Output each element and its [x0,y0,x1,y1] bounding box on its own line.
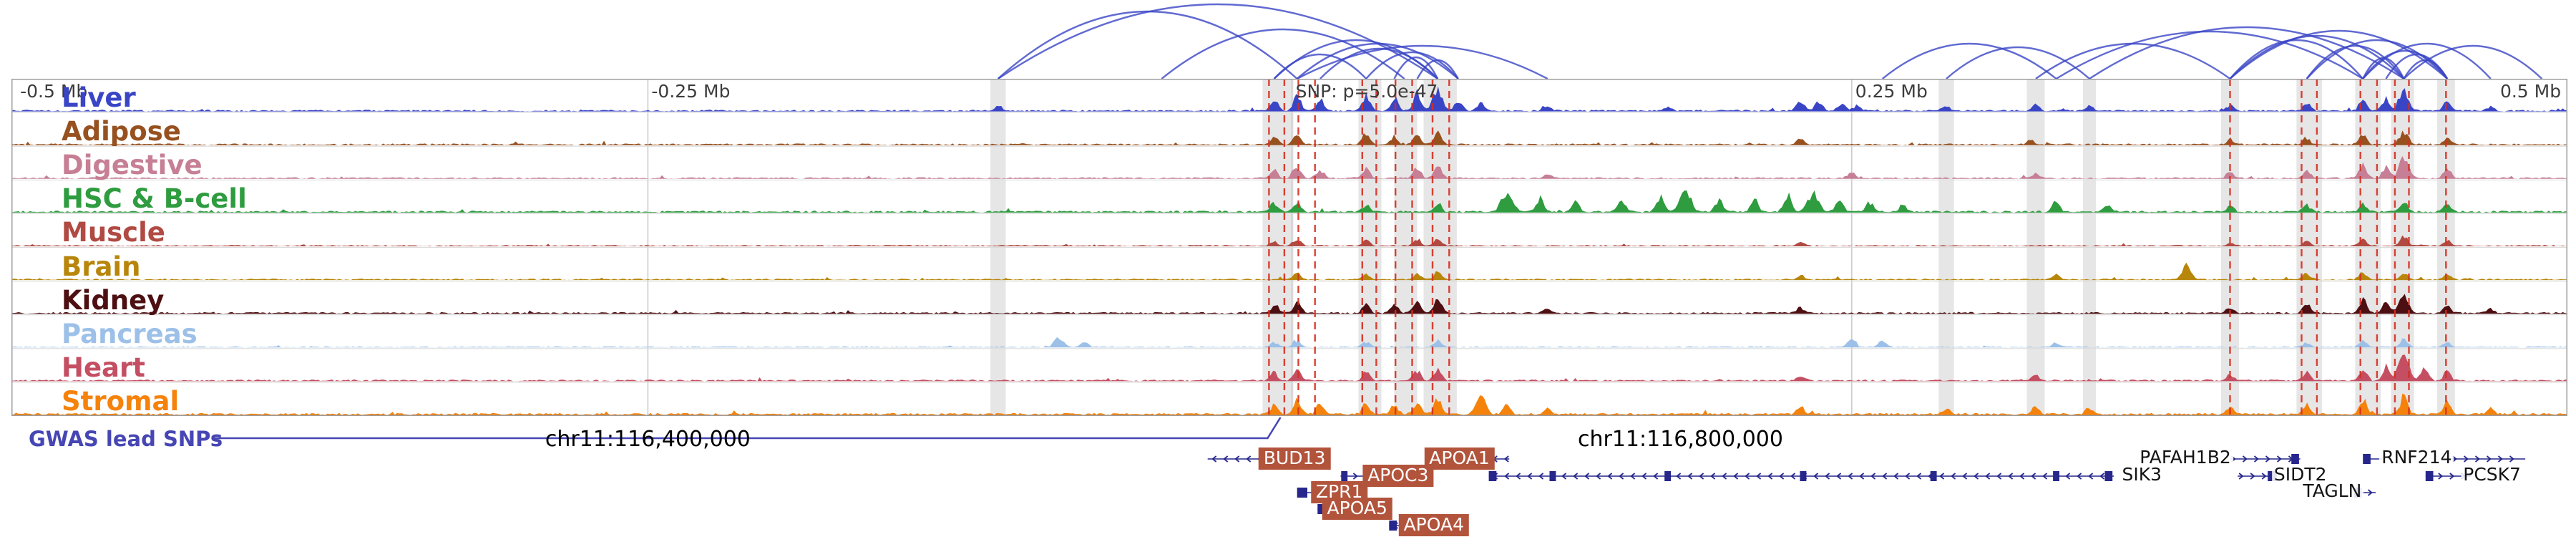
signal-liver [11,86,2567,112]
interaction-arc [2362,42,2492,79]
interaction-arc [2229,29,2448,79]
coordinate-label: chr11:116,400,000 [545,427,751,452]
interaction-arc [2089,26,2405,79]
track-label-adipose: Adipose [62,116,181,147]
interaction-arc [2362,57,2405,79]
signal-stromal [11,393,2567,415]
track-label-digestive: Digestive [62,150,203,181]
gene-label-apoa5: APOA5 [1322,498,1392,520]
signal-muscle [11,235,2567,246]
track-label-heart: Heart [62,352,145,383]
interaction-arc [1296,42,1459,79]
interaction-arc [2306,39,2448,79]
gene-sidt2 [2238,471,2277,481]
coordinate-label: chr11:116,800,000 [1578,427,1783,452]
signal-pancreas [11,337,2567,348]
interaction-arc [1365,51,1459,79]
snp-pvalue-label: SNP: p=5.0e-47 [1295,81,1438,102]
gwas-lead-snps-label: GWAS lead SNPs [29,427,223,451]
gene-pafah1b2 [2230,454,2301,464]
interaction-arc [1297,44,1548,79]
interaction-arc [2362,49,2449,79]
interaction-arc [1161,28,1405,79]
interaction-arc [2306,45,2405,79]
interaction-arc [997,10,1298,79]
signal-kidney [11,294,2567,314]
ruler-tick-0-25-mb: 0.25 Mb [1855,81,1928,102]
track-label-brain: Brain [62,251,141,282]
interaction-arc [1946,46,2090,79]
signal-heart [11,354,2567,382]
gene-label-tagln: TAGLN [2301,480,2364,502]
interaction-arc [2229,34,2405,79]
track-label-hsc-b-cell: HSC & B-cell [62,183,247,215]
track-label-stromal: Stromal [62,385,180,417]
gene-label-pcsk7: PCSK7 [2461,464,2523,485]
interaction-arcs-panel [997,3,2543,79]
interaction-arc [2403,59,2449,79]
gene-label-sik3: SIK3 [2119,464,2165,485]
gene-label-rnf214: RNF214 [2379,447,2454,468]
ruler-tick-0-25-mb: -0.25 Mb [651,81,731,102]
ruler-tick-0-5-mb: -0.5 Mb [20,81,88,102]
signal-track-panel: -0.5 Mb -0.25 Mb SNP: p=5.0e-47 0.25 Mb 0.5 … [11,79,2567,416]
track-label-liver: Liver [62,82,136,113]
signal-tracks-canvas [11,79,2567,416]
interaction-arc [1393,57,1439,79]
gene-label-pafah1b2: PAFAH1B2 [2137,447,2233,468]
signal-digestive [11,155,2567,179]
interaction-arc [1319,47,1439,79]
gwas-pointer-line [215,417,1282,440]
interaction-arc [1273,54,1367,79]
signal-hsc-b-cell [11,190,2567,213]
track-label-pancreas: Pancreas [62,318,197,349]
interaction-arc [2229,39,2364,79]
gene-label-bud13: BUD13 [1258,448,1331,470]
gene-label-apoc3: APOC3 [1362,465,1434,487]
gene-label-apoa1: APOA1 [1424,448,1495,470]
gene-annotation-panel [215,417,2526,531]
signal-brain [11,262,2567,281]
gene-sik3 [1488,471,2114,481]
gene-label-apoa4: APOA4 [1398,514,1470,536]
interaction-arc [1881,42,2057,79]
signal-adipose [11,130,2567,145]
ruler-tick-0-5-mb: 0.5 Mb [2499,81,2562,102]
track-label-muscle: Muscle [62,217,165,248]
interaction-arc [1416,59,1459,79]
interaction-arc [2403,44,2543,79]
track-label-kidney: Kidney [62,284,165,316]
panel-border [11,79,2567,416]
interaction-arc [2055,30,2363,79]
